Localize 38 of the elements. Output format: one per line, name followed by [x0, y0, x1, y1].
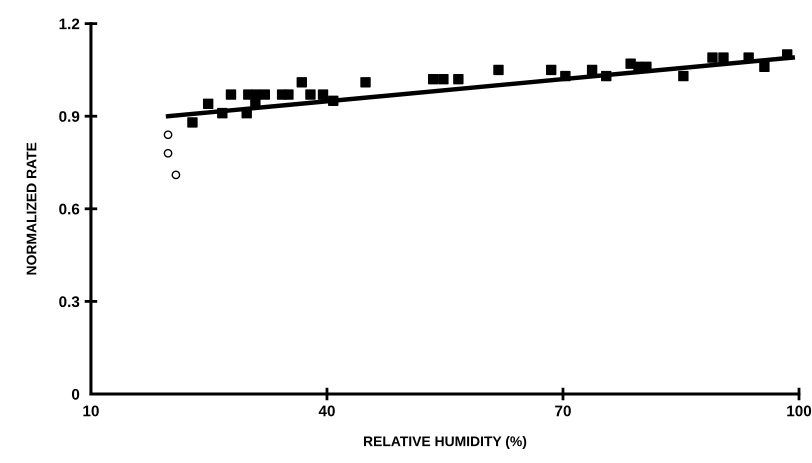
x-axis-title: RELATIVE HUMIDITY (%) — [364, 436, 526, 449]
point — [782, 49, 792, 60]
y-axis-title: NORMALIZED RATE — [26, 142, 36, 274]
point — [283, 89, 294, 100]
point — [328, 96, 338, 106]
point — [428, 74, 438, 84]
point — [260, 89, 270, 100]
point — [759, 62, 770, 72]
point — [707, 52, 718, 63]
point — [296, 77, 307, 88]
x-tick-label: 100 — [787, 406, 812, 416]
y-tick-label: 0.9 — [59, 111, 80, 122]
point — [202, 98, 214, 110]
point — [360, 77, 371, 88]
point — [560, 70, 571, 82]
y-tick-label: 0 — [72, 388, 80, 400]
y-tick-label: 0.3 — [59, 296, 80, 308]
x-tick-label: 40 — [318, 406, 335, 416]
point — [226, 89, 236, 100]
point — [546, 64, 556, 76]
point — [586, 64, 598, 76]
point — [718, 52, 729, 63]
point — [438, 74, 449, 84]
y-tick-label: 0.6 — [59, 204, 80, 214]
x-tick-label: 10 — [83, 406, 99, 416]
point — [164, 148, 172, 158]
point — [318, 89, 328, 100]
point — [453, 74, 464, 84]
y-tick-label: 1.2 — [60, 18, 80, 30]
point — [678, 70, 689, 82]
point — [217, 108, 228, 118]
point — [172, 170, 180, 180]
point — [601, 70, 612, 82]
point — [187, 117, 198, 128]
point — [164, 130, 172, 140]
x-tick-label: 70 — [555, 406, 571, 416]
point — [305, 89, 316, 100]
point — [493, 64, 504, 76]
